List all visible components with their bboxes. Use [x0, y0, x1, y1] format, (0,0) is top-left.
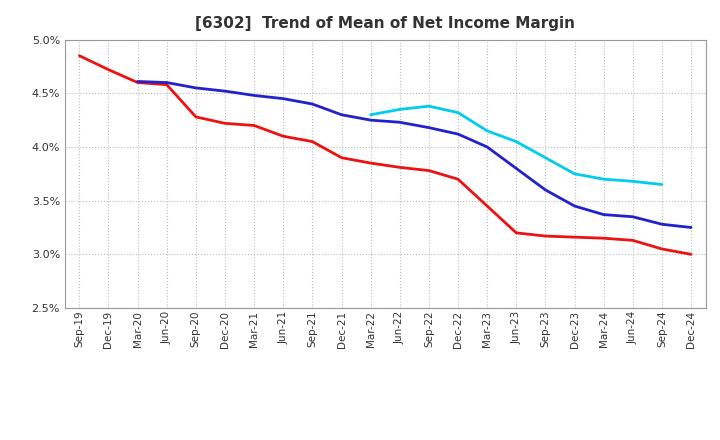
- 3 Years: [163, 82, 171, 87]
- 3 Years: [104, 67, 113, 72]
- 3 Years: [75, 53, 84, 59]
- 5 Years: [308, 101, 317, 106]
- 5 Years: [279, 96, 287, 101]
- 3 Years: [279, 134, 287, 139]
- 5 Years: [395, 120, 404, 125]
- 7 Years: [395, 107, 404, 112]
- 5 Years: [366, 117, 375, 123]
- 7 Years: [483, 128, 492, 133]
- 7 Years: [599, 176, 608, 182]
- 5 Years: [541, 187, 550, 193]
- 5 Years: [629, 214, 637, 220]
- 3 Years: [570, 235, 579, 240]
- 3 Years: [483, 203, 492, 209]
- 7 Years: [570, 171, 579, 176]
- Line: 5 Years: 5 Years: [138, 81, 691, 227]
- 5 Years: [599, 212, 608, 217]
- 3 Years: [687, 252, 696, 257]
- 3 Years: [629, 238, 637, 243]
- 3 Years: [395, 165, 404, 170]
- 5 Years: [250, 93, 258, 98]
- 7 Years: [366, 112, 375, 117]
- 5 Years: [687, 225, 696, 230]
- 3 Years: [250, 123, 258, 128]
- 5 Years: [657, 222, 666, 227]
- Line: 7 Years: 7 Years: [371, 106, 662, 184]
- 5 Years: [337, 112, 346, 117]
- 3 Years: [133, 80, 142, 85]
- 5 Years: [133, 79, 142, 84]
- 5 Years: [220, 88, 229, 94]
- 5 Years: [163, 80, 171, 85]
- 5 Years: [192, 85, 200, 91]
- 5 Years: [425, 125, 433, 130]
- 3 Years: [337, 155, 346, 160]
- 7 Years: [657, 182, 666, 187]
- 3 Years: [657, 246, 666, 252]
- 3 Years: [599, 235, 608, 241]
- 5 Years: [483, 144, 492, 150]
- 3 Years: [366, 161, 375, 166]
- 3 Years: [454, 176, 462, 182]
- 5 Years: [512, 166, 521, 171]
- Line: 3 Years: 3 Years: [79, 56, 691, 254]
- 3 Years: [512, 230, 521, 235]
- 3 Years: [220, 121, 229, 126]
- 7 Years: [629, 179, 637, 184]
- 7 Years: [454, 110, 462, 115]
- 3 Years: [192, 114, 200, 120]
- 7 Years: [425, 103, 433, 109]
- 3 Years: [308, 139, 317, 144]
- 7 Years: [541, 155, 550, 160]
- 7 Years: [512, 139, 521, 144]
- 5 Years: [570, 203, 579, 209]
- 5 Years: [454, 132, 462, 137]
- 3 Years: [425, 168, 433, 173]
- 3 Years: [541, 234, 550, 239]
- Title: [6302]  Trend of Mean of Net Income Margin: [6302] Trend of Mean of Net Income Margi…: [195, 16, 575, 32]
